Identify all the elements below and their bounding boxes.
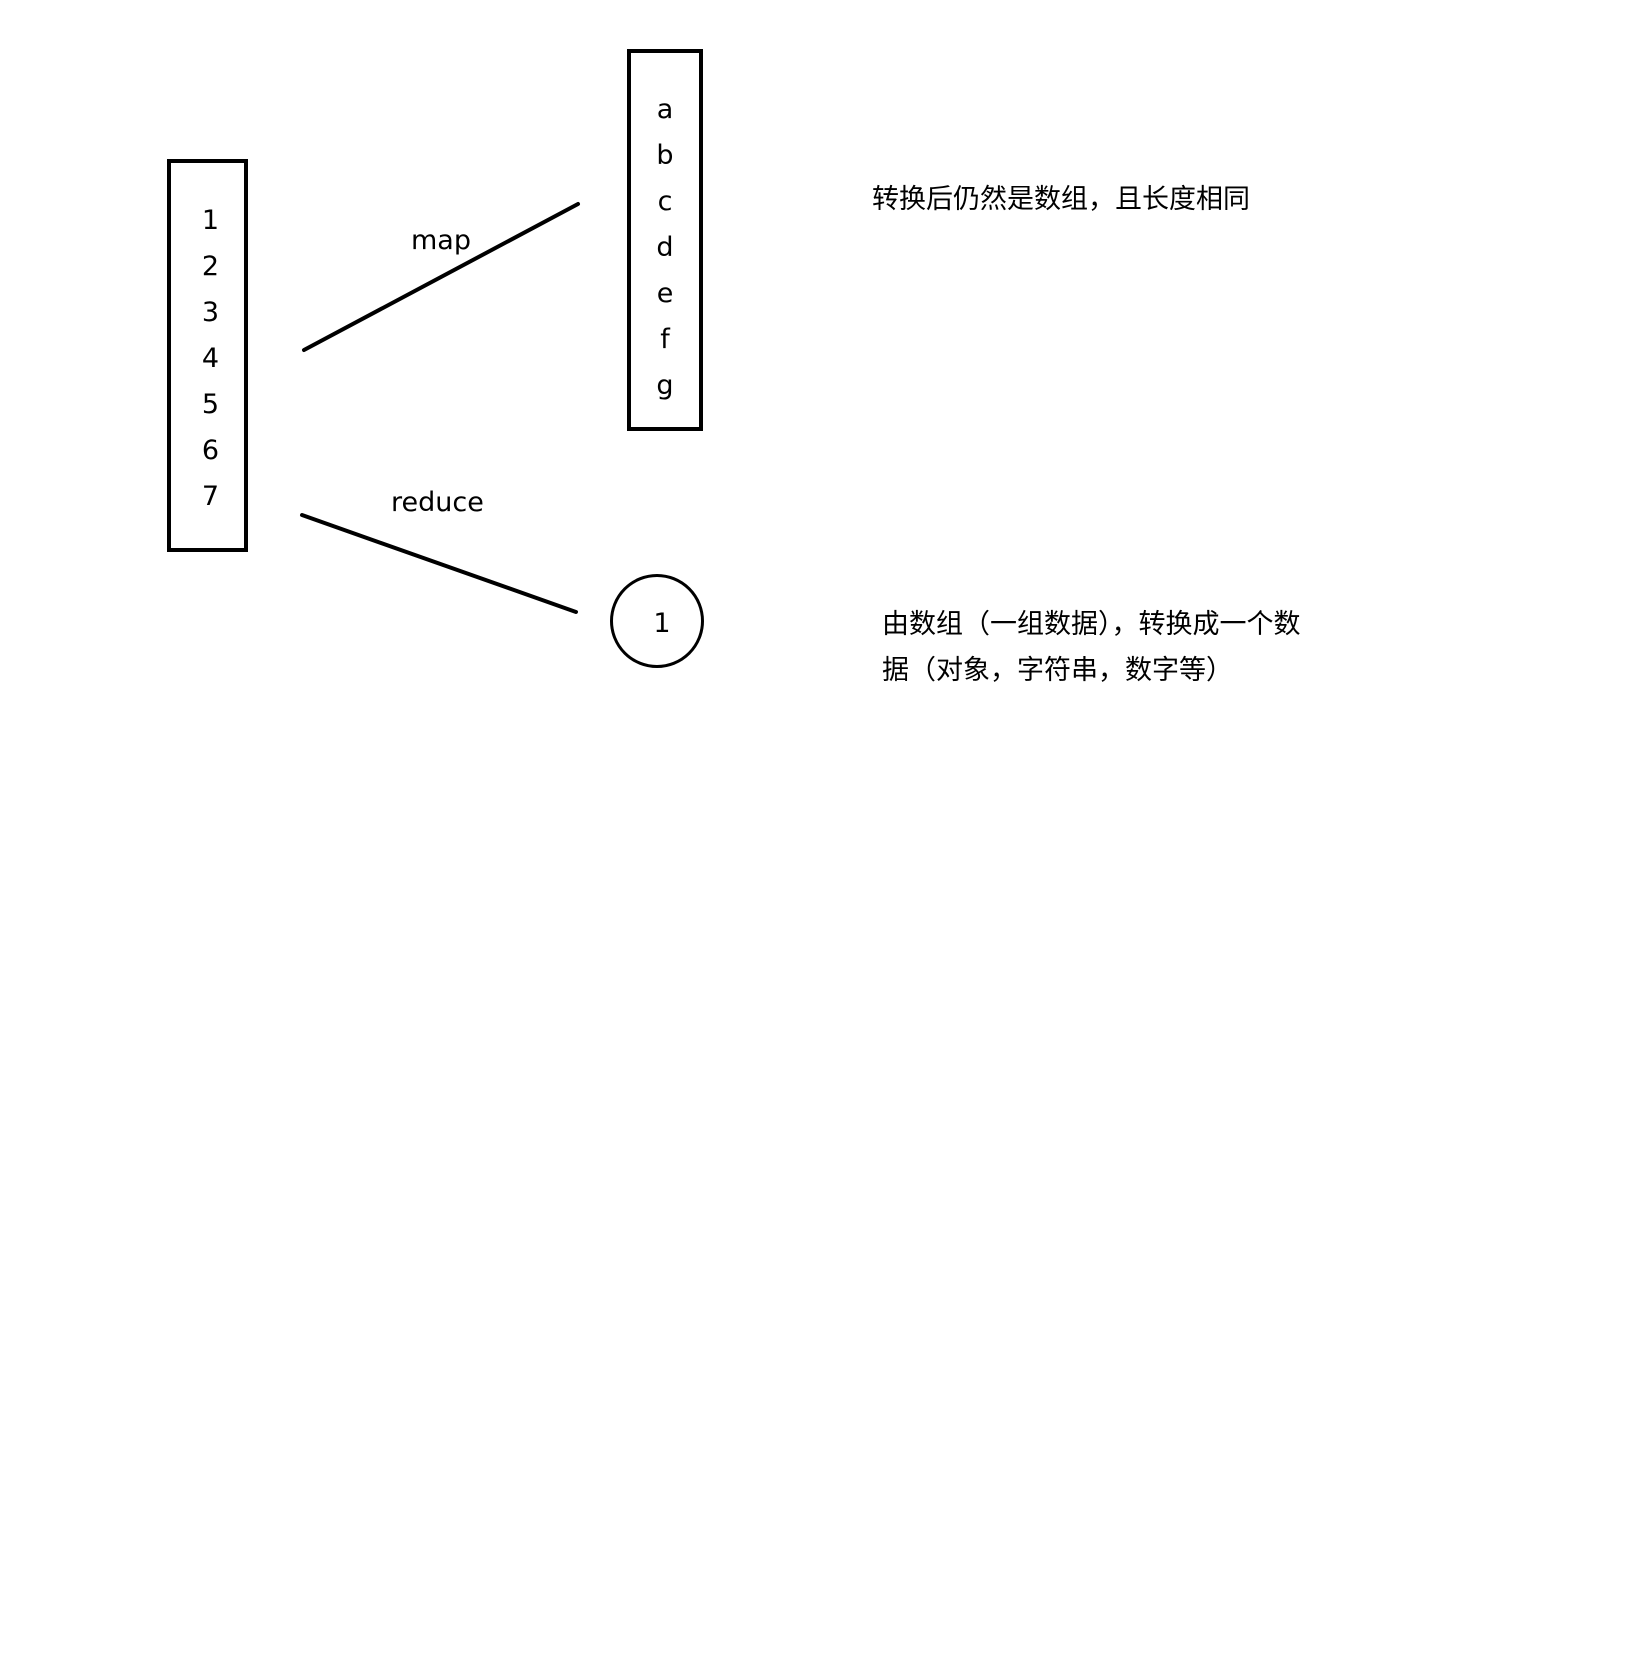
mapped-array-item: f: [660, 324, 670, 355]
map-edge-label: map: [411, 225, 471, 256]
mapped-array-item: e: [656, 278, 674, 309]
reduced-result-value: 1: [653, 608, 671, 639]
input-array-item: 6: [201, 435, 220, 466]
input-array-item: 5: [201, 389, 220, 420]
reduce-edge-label: reduce: [391, 487, 484, 518]
reduce-description-line-1: 由数组（一组数据），转换成一个数: [882, 609, 1301, 640]
reduced-result-circle: 1: [610, 574, 704, 668]
input-array-item: 4: [201, 343, 220, 374]
mapped-array-item: g: [656, 370, 674, 401]
mapped-array-item: a: [656, 94, 674, 125]
reduce-description-line-2: 据（对象，字符串，数字等）: [882, 655, 1233, 686]
mapped-array-box: a b c d e f g: [627, 49, 703, 431]
map-connector-line: [302, 202, 580, 352]
input-array-item: 3: [201, 297, 220, 328]
map-description: 转换后仍然是数组，且长度相同: [872, 184, 1250, 215]
input-array-item: 2: [201, 251, 220, 282]
reduce-connector-line: [300, 513, 578, 614]
input-array-box: 1 2 3 4 5 6 7: [167, 159, 248, 552]
mapped-array-item: d: [656, 232, 674, 263]
input-array-item: 1: [201, 205, 220, 236]
mapped-array-item: b: [656, 140, 674, 171]
mapped-array-item: c: [657, 186, 673, 217]
input-array-item: 7: [201, 481, 220, 512]
